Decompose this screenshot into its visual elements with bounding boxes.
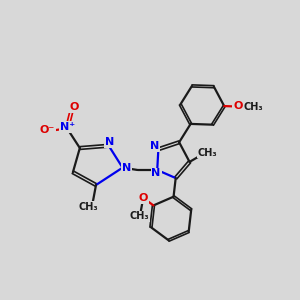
Text: CH₃: CH₃ bbox=[244, 101, 263, 112]
Text: N⁺: N⁺ bbox=[60, 122, 75, 132]
Text: N: N bbox=[152, 168, 161, 178]
Text: N: N bbox=[122, 163, 131, 173]
Text: CH₃: CH₃ bbox=[198, 148, 218, 158]
Text: CH₃: CH₃ bbox=[78, 202, 98, 212]
Text: CH₃: CH₃ bbox=[130, 211, 150, 221]
Text: N: N bbox=[150, 141, 160, 151]
Text: N: N bbox=[104, 137, 114, 147]
Text: O: O bbox=[233, 100, 242, 111]
Text: O⁻: O⁻ bbox=[40, 124, 55, 135]
Text: O: O bbox=[69, 102, 79, 112]
Text: O: O bbox=[139, 193, 148, 203]
